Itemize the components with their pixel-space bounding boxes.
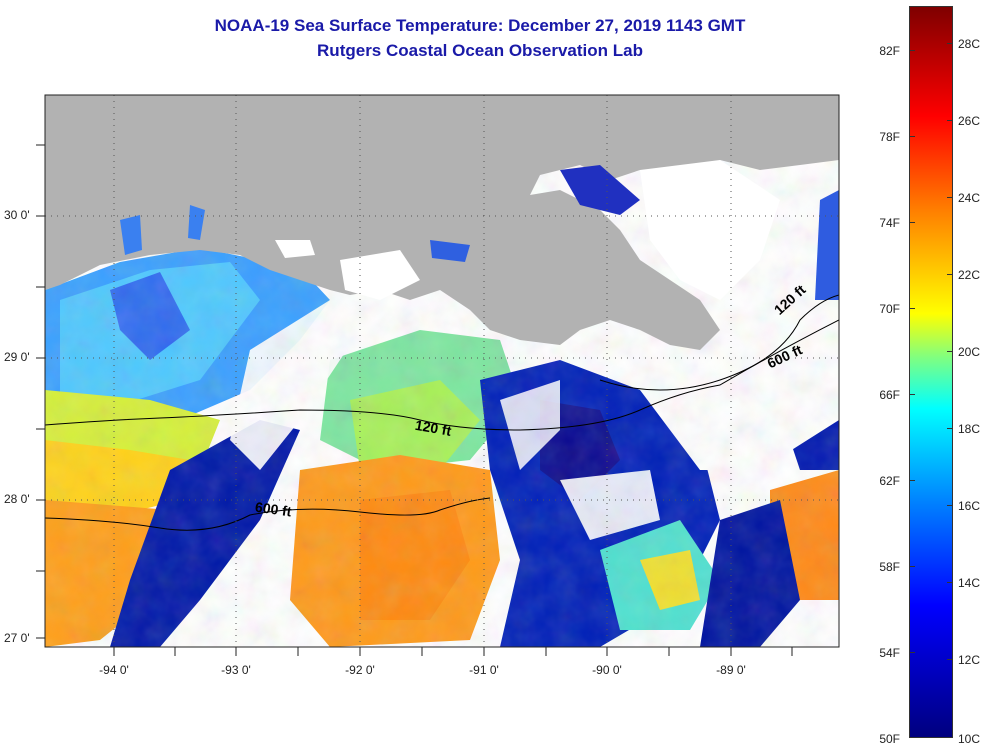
axis-ticks: [36, 144, 793, 656]
colorbar-tick: [947, 659, 953, 660]
colorbar-label-66f: 66F: [879, 388, 900, 402]
land-mass: [45, 95, 839, 350]
colorbar-label-24c: 24C: [958, 191, 981, 205]
sabine-lake: [120, 215, 142, 255]
contour-600ft-east: [599, 294, 839, 391]
map-frame: [44, 94, 840, 648]
colorbar-tick: [947, 274, 953, 275]
colorbar-tick: [909, 480, 915, 481]
colorbar-label-62f: 62F: [879, 474, 900, 488]
colorbar-tick: [947, 505, 953, 506]
colorbar-tick: [909, 566, 915, 567]
lon-label-91: -91 0': [469, 663, 499, 677]
colorbar-label-70f: 70F: [879, 302, 900, 316]
lat-label-27: 27 0': [4, 631, 30, 645]
lat-label-28: 28 0': [4, 492, 30, 506]
colorbar-label-12c: 12C: [958, 653, 981, 667]
lat-label-29: 29 0': [4, 350, 30, 364]
bathymetry-contours: [45, 294, 839, 531]
colorbar-label-78f: 78F: [879, 130, 900, 144]
lake-pontchartrain: [560, 165, 640, 215]
vermilion-bay: [430, 240, 470, 262]
colorbar-tick: [947, 120, 953, 121]
colorbar-label-54f: 54F: [879, 646, 900, 660]
chandeleur-water: [815, 190, 839, 300]
calcasieu-lake: [188, 205, 205, 240]
contour-600ft: [45, 497, 491, 531]
colorbar-tick: [947, 582, 953, 583]
map-subtitle: Rutgers Coastal Ocean Observation Lab: [317, 41, 643, 60]
colorbar-label-82f: 82F: [879, 44, 900, 58]
colorbar-tick: [947, 197, 953, 198]
cloud-over-delta: [640, 160, 780, 300]
contour-label-120ft: 120 ft: [414, 417, 453, 439]
map-title: NOAA-19 Sea Surface Temperature: Decembe…: [214, 16, 746, 35]
colorbar-tick: [909, 50, 915, 51]
colorbar-label-18c: 18C: [958, 422, 981, 436]
colorbar-tick: [947, 43, 953, 44]
colorbar-tick: [909, 394, 915, 395]
colorbar-label-22c: 22C: [958, 268, 981, 282]
lon-label-94: -94 0': [99, 663, 129, 677]
colorbar-label-74f: 74F: [879, 216, 900, 230]
temperature-colorbar: [909, 6, 953, 738]
colorbar-label-26c: 26C: [958, 114, 981, 128]
colorbar-tick: [947, 351, 953, 352]
lat-label-30: 30 0': [4, 208, 30, 222]
lon-label-93: -93 0': [221, 663, 251, 677]
colorbar-tick: [909, 222, 915, 223]
colorbar-label-20c: 20C: [958, 345, 981, 359]
colorbar-tick: [909, 308, 915, 309]
colorbar-label-14c: 14C: [958, 576, 981, 590]
colorbar-tick: [947, 428, 953, 429]
cloud-coast-west: [275, 240, 315, 258]
colorbar-label-16c: 16C: [958, 499, 981, 513]
colorbar-tick: [909, 136, 915, 137]
colorbar-label-10c: 10C: [958, 732, 981, 746]
colorbar-tick: [909, 652, 915, 653]
colorbar-label-58f: 58F: [879, 560, 900, 574]
lon-label-90: -90 0': [592, 663, 622, 677]
sst-data-layer: [45, 95, 839, 647]
contour-120ft: [45, 319, 839, 431]
lon-label-92: -92 0': [345, 663, 375, 677]
lon-label-89: -89 0': [716, 663, 746, 677]
colorbar-label-28c: 28C: [958, 37, 981, 51]
graticule: [45, 95, 839, 647]
colorbar-label-50f: 50F: [879, 732, 900, 746]
contour-label-600ft: 600 ft: [254, 499, 293, 520]
